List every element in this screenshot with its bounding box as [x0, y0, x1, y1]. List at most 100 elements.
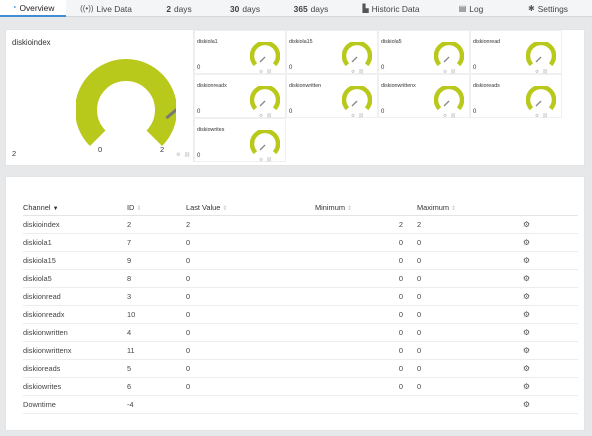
gauge-tool-icons[interactable]: ⚙ ⛓ — [535, 113, 549, 118]
cell-channel[interactable]: diskiola1 — [23, 233, 127, 252]
cell-channel[interactable]: diskionread — [23, 287, 127, 306]
mini-gauge-value: 0 — [289, 65, 293, 71]
mini-gauge[interactable]: diskiola5 0 ⚙ ⛓ — [378, 30, 470, 74]
cell-channel[interactable]: diskionreadx — [23, 305, 127, 324]
table-row[interactable]: diskiola5 8 0 0 0 ⚙ — [23, 269, 578, 288]
column-maximum[interactable]: Maximum ⇕ — [417, 201, 467, 216]
mini-gauge[interactable]: diskionwrittenx 0 ⚙ ⛓ — [378, 74, 470, 118]
table-row[interactable]: diskionwrittenx 11 0 0 0 ⚙ — [23, 341, 578, 360]
mini-gauge[interactable]: diskionwritten 0 ⚙ ⛓ — [286, 74, 378, 118]
cell-maximum: 0 — [417, 251, 467, 270]
mini-gauge-dial — [434, 86, 464, 111]
table-row[interactable]: Downtime -4 ⚙ — [23, 395, 578, 414]
cell-minimum: 0 — [315, 251, 417, 270]
cell-minimum: 0 — [315, 287, 417, 306]
cell-id: 6 — [127, 377, 186, 396]
column-id[interactable]: ID ⇕ — [127, 201, 186, 216]
gauge-tool-icons[interactable]: ⚙ ⛓ — [259, 113, 273, 118]
mini-gauge[interactable]: diskiowrites 0 ⚙ ⛓ — [194, 118, 286, 162]
cell-channel[interactable]: diskiola5 — [23, 269, 127, 288]
column-last-value[interactable]: Last Value ⇕ — [186, 201, 315, 216]
gauge-tool-icons[interactable]: ⚙ ⛓ — [259, 69, 273, 74]
tab-settings[interactable]: ✱ Settings — [504, 0, 592, 17]
mini-gauge-value: 0 — [197, 153, 201, 159]
table-row[interactable]: diskiola1 7 0 0 0 ⚙ — [23, 233, 578, 252]
tab-label: Historic Data — [371, 3, 420, 14]
channel-tools-icon[interactable]: ⚙ — [522, 219, 530, 229]
channel-tools-icon[interactable]: ⚙ — [522, 273, 530, 283]
mini-gauge[interactable]: diskioreads 0 ⚙ ⛓ — [470, 74, 562, 118]
tab-2-days[interactable]: 2 days — [146, 0, 212, 17]
cell-id: 4 — [127, 323, 186, 342]
gauge-tool-icons[interactable]: ⚙ ⛓ — [535, 69, 549, 74]
channel-tools-icon[interactable]: ⚙ — [522, 399, 530, 409]
cell-channel[interactable]: diskiola15 — [23, 251, 127, 270]
mini-gauge-dial — [250, 130, 280, 155]
mini-gauge-value: 0 — [197, 109, 201, 115]
tab-label: days — [173, 3, 192, 14]
cell-minimum — [315, 395, 417, 414]
mini-gauge-dial — [342, 86, 372, 111]
tab-historic-data[interactable]: ▙ Historic Data — [344, 0, 438, 17]
channel-tools-icon[interactable]: ⚙ — [522, 327, 530, 337]
channel-tools-icon[interactable]: ⚙ — [522, 363, 530, 373]
table-row[interactable]: diskioindex 2 2 2 2 ⚙ — [23, 215, 578, 234]
tab-overview[interactable]: ◔ Overview — [0, 0, 66, 17]
mini-gauge[interactable]: diskionread 0 ⚙ ⛓ — [470, 30, 562, 74]
cell-channel[interactable]: diskiowrites — [23, 377, 127, 396]
tab-30-days[interactable]: 30 days — [212, 0, 278, 17]
gauge-needle — [443, 100, 450, 107]
gauge-tool-icons[interactable]: ⚙ ⛓ — [259, 157, 273, 162]
table-row[interactable]: diskionread 3 0 0 0 ⚙ — [23, 287, 578, 306]
mini-gauge[interactable]: diskionreadx 0 ⚙ ⛓ — [194, 74, 286, 118]
mini-gauge-value: 0 — [473, 109, 477, 115]
channel-tools-icon[interactable]: ⚙ — [522, 345, 530, 355]
channel-tools-icon[interactable]: ⚙ — [522, 309, 530, 319]
gauge-tool-icons[interactable]: ⚙ ⛓ — [176, 152, 192, 158]
cell-tools: ⚙ — [467, 287, 578, 306]
gauge-tool-icons[interactable]: ⚙ ⛓ — [443, 69, 457, 74]
cell-channel[interactable]: Downtime — [23, 395, 127, 414]
cell-channel[interactable]: diskioreads — [23, 359, 127, 378]
table-row[interactable]: diskiowrites 6 0 0 0 ⚙ — [23, 377, 578, 396]
table-row[interactable]: diskiola15 9 0 0 0 ⚙ — [23, 251, 578, 270]
tab-live-data[interactable]: ((•)) Live Data — [66, 0, 146, 17]
cell-minimum: 2 — [315, 215, 417, 234]
channel-tools-icon[interactable]: ⚙ — [522, 255, 530, 265]
cell-maximum: 0 — [417, 305, 467, 324]
cell-tools: ⚙ — [467, 233, 578, 252]
gauge-tool-icons[interactable]: ⚙ ⛓ — [351, 69, 365, 74]
mini-gauge[interactable]: diskiola15 0 ⚙ ⛓ — [286, 30, 378, 74]
mini-gauge-title: diskionread — [473, 39, 501, 45]
cell-maximum: 0 — [417, 287, 467, 306]
column-minimum[interactable]: Minimum ⇕ — [315, 201, 417, 216]
gauge-tool-icons[interactable]: ⚙ ⛓ — [351, 113, 365, 118]
channel-tools-icon[interactable]: ⚙ — [522, 381, 530, 391]
cell-id: 10 — [127, 305, 186, 324]
log-icon: ▤ — [458, 4, 467, 13]
cell-channel[interactable]: diskionwritten — [23, 323, 127, 342]
tab-365-days[interactable]: 365 days — [278, 0, 344, 17]
tab-number: 2 — [166, 3, 171, 14]
cell-last-value: 0 — [186, 341, 315, 360]
table-row[interactable]: diskionreadx 10 0 0 0 ⚙ — [23, 305, 578, 324]
main-gauge[interactable]: diskioindex 2 0 2 ⚙ ⛓ — [6, 30, 194, 162]
gauge-arc — [434, 86, 464, 111]
channel-tools-icon[interactable]: ⚙ — [522, 237, 530, 247]
channel-tools-icon[interactable]: ⚙ — [522, 291, 530, 301]
cell-last-value: 0 — [186, 251, 315, 270]
tab-log[interactable]: ▤ Log — [438, 0, 504, 17]
table-row[interactable]: diskionwritten 4 0 0 0 ⚙ — [23, 323, 578, 342]
gauge-needle — [259, 144, 266, 151]
cell-channel[interactable]: diskionwrittenx — [23, 341, 127, 360]
cell-id: -4 — [127, 395, 186, 414]
table-row[interactable]: diskioreads 5 0 0 0 ⚙ — [23, 359, 578, 378]
tab-number: 365 — [293, 3, 308, 14]
cell-minimum: 0 — [315, 305, 417, 324]
mini-gauge[interactable]: diskiola1 0 ⚙ ⛓ — [194, 30, 286, 74]
gauge-tool-icons[interactable]: ⚙ ⛓ — [443, 113, 457, 118]
cell-channel[interactable]: diskioindex — [23, 215, 127, 234]
settings-icon: ✱ — [528, 4, 535, 13]
column-channel[interactable]: Channel ▼ — [23, 201, 127, 216]
channels-panel: Channel ▼ ID ⇕ Last Value ⇕ Minimum ⇕ Maxim… — [5, 176, 585, 431]
